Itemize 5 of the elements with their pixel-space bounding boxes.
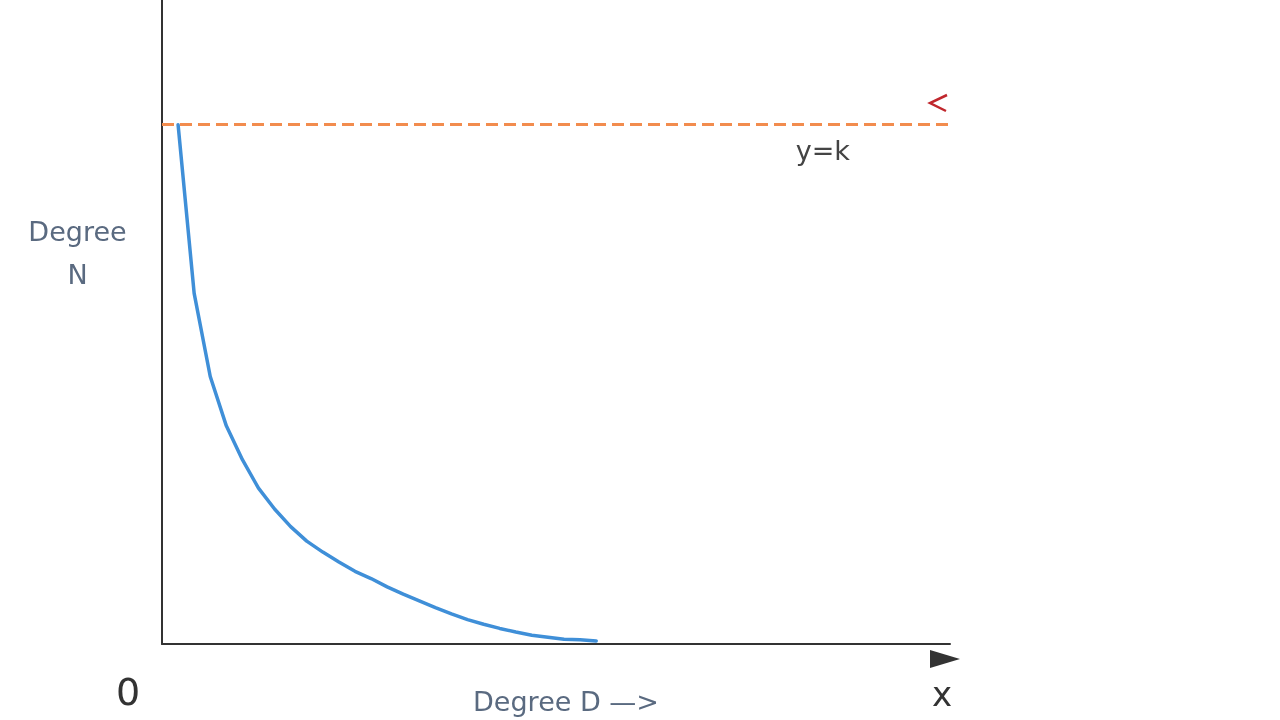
y-axis-title: Degree N [27,215,128,293]
ref-line-label: y=k [795,134,851,166]
x-axis-title: Degree D —> [473,686,659,717]
text: 0 [116,670,141,714]
text: x [932,674,953,714]
